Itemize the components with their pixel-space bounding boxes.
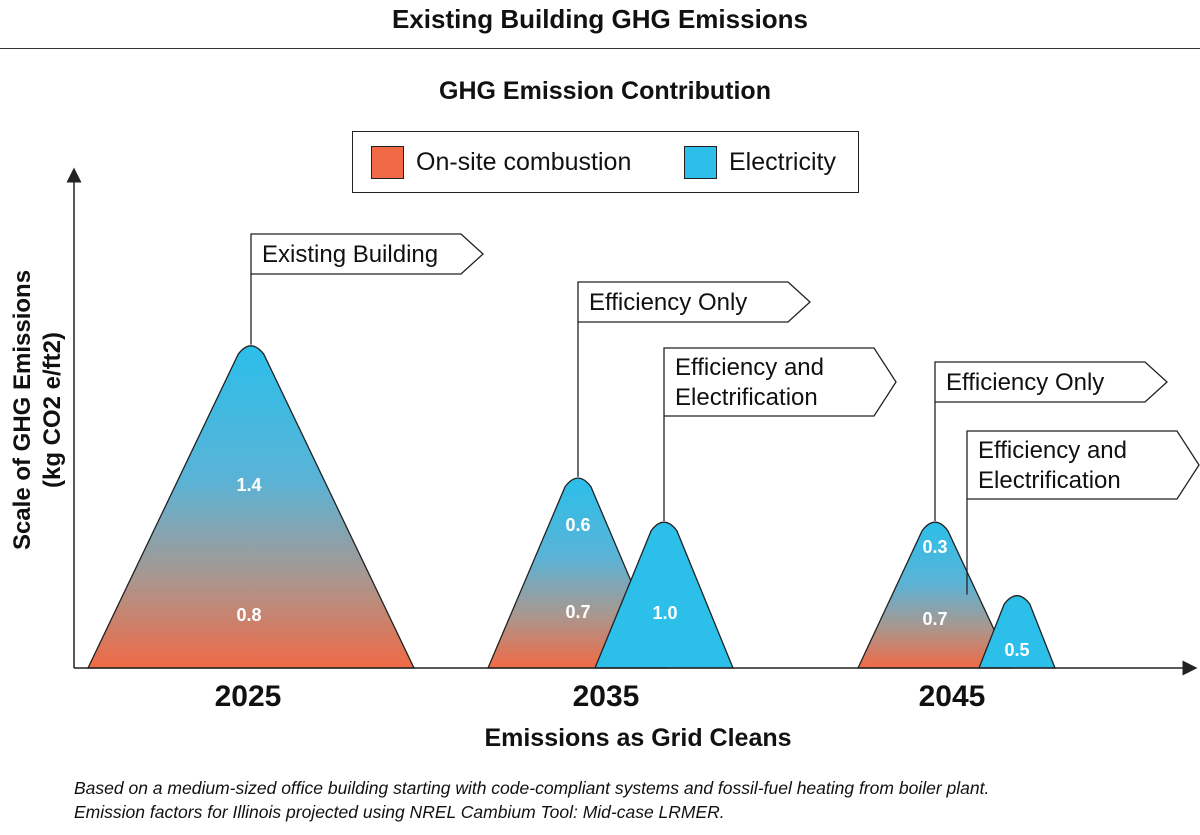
- x-tick-label-2045: 2045: [918, 680, 986, 713]
- callout-flag-1: [577, 281, 811, 323]
- value-label-2035-electricity: 1.0: [652, 603, 677, 623]
- x-tick-label-2025: 2025: [214, 680, 282, 713]
- legend-label-onsite-combustion: On-site combustion: [416, 147, 632, 176]
- x-axis-label: Emissions as Grid Cleans: [484, 724, 792, 752]
- legend-label-electricity: Electricity: [729, 147, 836, 176]
- value-label-2025-onsite-combustion: 0.8: [236, 605, 261, 625]
- callout-label-4-1: Electrification: [978, 467, 1121, 494]
- legend-item-electricity: Electricity: [684, 145, 836, 179]
- title-divider: [0, 48, 1200, 49]
- legend: On-site combustion Electricity: [352, 131, 859, 193]
- legend-item-onsite-combustion: On-site combustion: [371, 145, 631, 179]
- callout-label-1-0: Efficiency Only: [589, 289, 747, 316]
- callout-label-3-0: Efficiency Only: [946, 369, 1104, 396]
- x-tick-label-2035: 2035: [572, 680, 640, 713]
- value-label-2045-electricity: 0.3: [922, 537, 947, 557]
- value-label-2025-electricity: 1.4: [236, 475, 261, 495]
- value-label-2045-onsite-combustion: 0.7: [922, 609, 947, 629]
- callout-flag-0: [250, 233, 484, 275]
- page-title: Existing Building GHG Emissions: [391, 4, 809, 34]
- callout-label-0-0: Existing Building: [262, 241, 438, 268]
- callout-label-2-0: Efficiency and: [675, 354, 824, 381]
- callout-label-4-0: Efficiency and: [978, 437, 1127, 464]
- footnote-line-2: Emission factors for Illinois projected …: [74, 802, 725, 822]
- peak-2025-efficiency-only: [86, 345, 416, 669]
- value-label-2035-onsite-combustion: 0.7: [565, 602, 590, 622]
- value-label-2035-electricity: 0.6: [565, 515, 590, 535]
- footnote: Based on a medium-sized office building …: [74, 776, 989, 824]
- footnote-line-1: Based on a medium-sized office building …: [74, 778, 990, 798]
- peak-2035-electrification: [594, 521, 734, 669]
- callout-label-2-1: Electrification: [675, 384, 818, 411]
- legend-swatch-onsite-combustion: [371, 145, 404, 179]
- value-label-2045-electricity: 0.5: [1004, 640, 1029, 660]
- callout-flag-2: [663, 347, 897, 417]
- legend-swatch-electricity: [684, 145, 717, 179]
- callout-flag-3: [934, 361, 1168, 403]
- callout-flag-4: [966, 430, 1200, 500]
- peak-2045-efficiency-only: [856, 521, 1014, 669]
- peak-2045-electrification: [978, 595, 1056, 669]
- chart-title: GHG Emission Contribution: [439, 77, 771, 105]
